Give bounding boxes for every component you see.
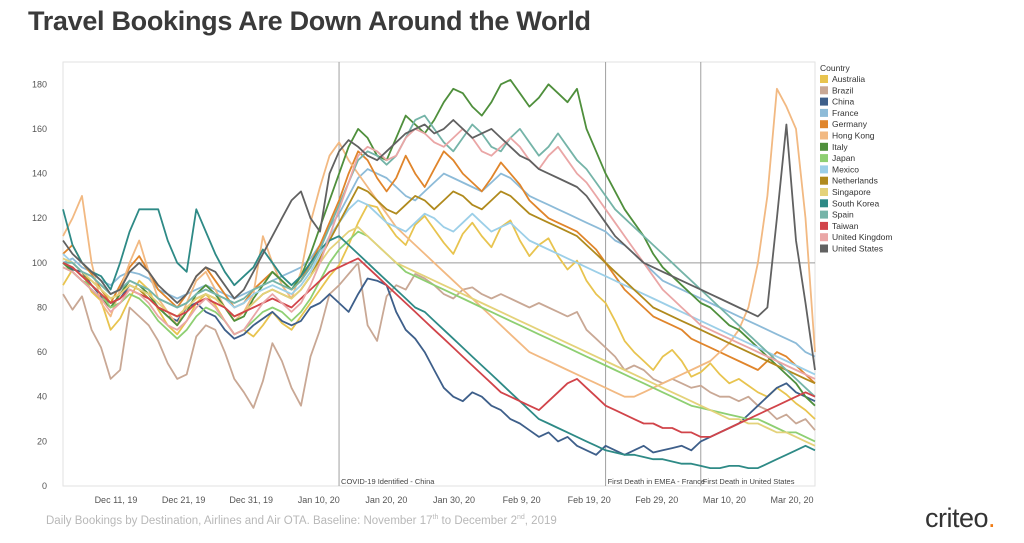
series-line-hong-kong — [62, 87, 816, 398]
legend-swatch — [820, 221, 828, 230]
series-line-italy — [62, 79, 816, 407]
legend-swatch — [820, 97, 828, 106]
legend-item-label: Singapore — [832, 187, 871, 197]
legend-swatch — [820, 233, 828, 242]
event-label: First Death in United States — [703, 477, 795, 486]
plot-frame — [62, 61, 816, 487]
legend-swatch — [820, 165, 828, 174]
y-tick-label: 80 — [37, 302, 47, 312]
y-axis: 0 20 40 60 80 100 120 140 160 180 — [32, 79, 47, 491]
legend-item-label: Australia — [832, 74, 865, 84]
legend-title: Country — [820, 63, 851, 73]
legend-swatch — [820, 154, 828, 163]
criteo-logo: criteo. — [925, 503, 996, 533]
x-tick-label: Jan 30, 20 — [433, 495, 475, 505]
legend-swatch — [820, 176, 828, 185]
legend-item-label: Taiwan — [832, 221, 859, 231]
y-tick-label: 100 — [32, 258, 47, 268]
legend-swatch — [820, 131, 828, 140]
y-tick-label: 40 — [37, 392, 47, 402]
event-label: First Death in EMEA - France — [608, 477, 706, 486]
y-tick-label: 180 — [32, 79, 47, 89]
x-tick-label: Mar 20, 20 — [770, 495, 813, 505]
y-tick-label: 0 — [42, 481, 47, 491]
y-tick-label: 60 — [37, 347, 47, 357]
chart-title: Travel Bookings Are Down Around the Worl… — [28, 6, 591, 36]
y-tick-label: 20 — [37, 436, 47, 446]
legend-item-label: Brazil — [832, 85, 853, 95]
legend-item-label: Hong Kong — [832, 131, 875, 141]
legend-swatch — [820, 199, 828, 208]
legend-item-label: Mexico — [832, 164, 859, 174]
y-tick-label: 140 — [32, 169, 47, 179]
legend-item-label: France — [832, 108, 859, 118]
series-line-netherlands — [62, 186, 816, 385]
legend-item-label: Japan — [832, 153, 855, 163]
footer-note: Daily Bookings by Destination, Airlines … — [46, 514, 557, 527]
x-tick-label: Dec 31, 19 — [229, 495, 273, 505]
legend-item-label: South Korea — [832, 198, 880, 208]
series-line-taiwan — [62, 257, 816, 438]
series-line-brazil — [62, 261, 816, 431]
legend-swatch — [820, 244, 828, 253]
legend-swatch — [820, 210, 828, 219]
legend-item-label: Netherlands — [832, 176, 878, 186]
x-tick-label: Feb 9, 20 — [503, 495, 541, 505]
x-tick-label: Feb 19, 20 — [568, 495, 611, 505]
legend-item-label: Italy — [832, 142, 848, 152]
x-axis: Dec 11, 19 Dec 21, 19 Dec 31, 19 Jan 10, 20… — [95, 495, 814, 505]
event-markers: COVID-19 Identified - China First Death i… — [338, 62, 795, 486]
series-line-south-korea — [62, 208, 816, 469]
x-tick-label: Feb 29, 20 — [635, 495, 678, 505]
legend-swatch — [820, 75, 828, 83]
legend-swatch — [820, 188, 828, 196]
series-line-united-kingdom — [62, 128, 816, 380]
event-label: COVID-19 Identified - China — [341, 477, 435, 486]
series-line-singapore — [62, 226, 816, 447]
series-line-spain — [63, 114, 816, 398]
legend-item-label: Germany — [832, 119, 868, 129]
x-tick-label: Dec 21, 19 — [162, 495, 206, 505]
legend-item-label: United Kingdom — [832, 232, 892, 242]
legend-swatch — [820, 86, 828, 95]
y-tick-label: 160 — [32, 124, 47, 134]
series-lines — [62, 79, 816, 469]
x-tick-label: Jan 10, 20 — [298, 495, 340, 505]
legend-swatch — [820, 108, 828, 117]
x-tick-label: Jan 20, 20 — [365, 495, 407, 505]
legend-item-label: Spain — [832, 210, 854, 220]
x-tick-label: Dec 11, 19 — [95, 495, 138, 505]
legend-swatch — [820, 120, 828, 129]
series-line-united-states — [62, 119, 816, 371]
y-tick-label: 120 — [32, 213, 47, 223]
legend-item-label: United States — [832, 244, 883, 254]
gridlines — [62, 61, 816, 487]
x-tick-label: Mar 10, 20 — [703, 495, 746, 505]
series-line-japan — [62, 230, 816, 443]
legend-swatch — [820, 142, 828, 151]
legend-item-label: China — [832, 97, 854, 107]
